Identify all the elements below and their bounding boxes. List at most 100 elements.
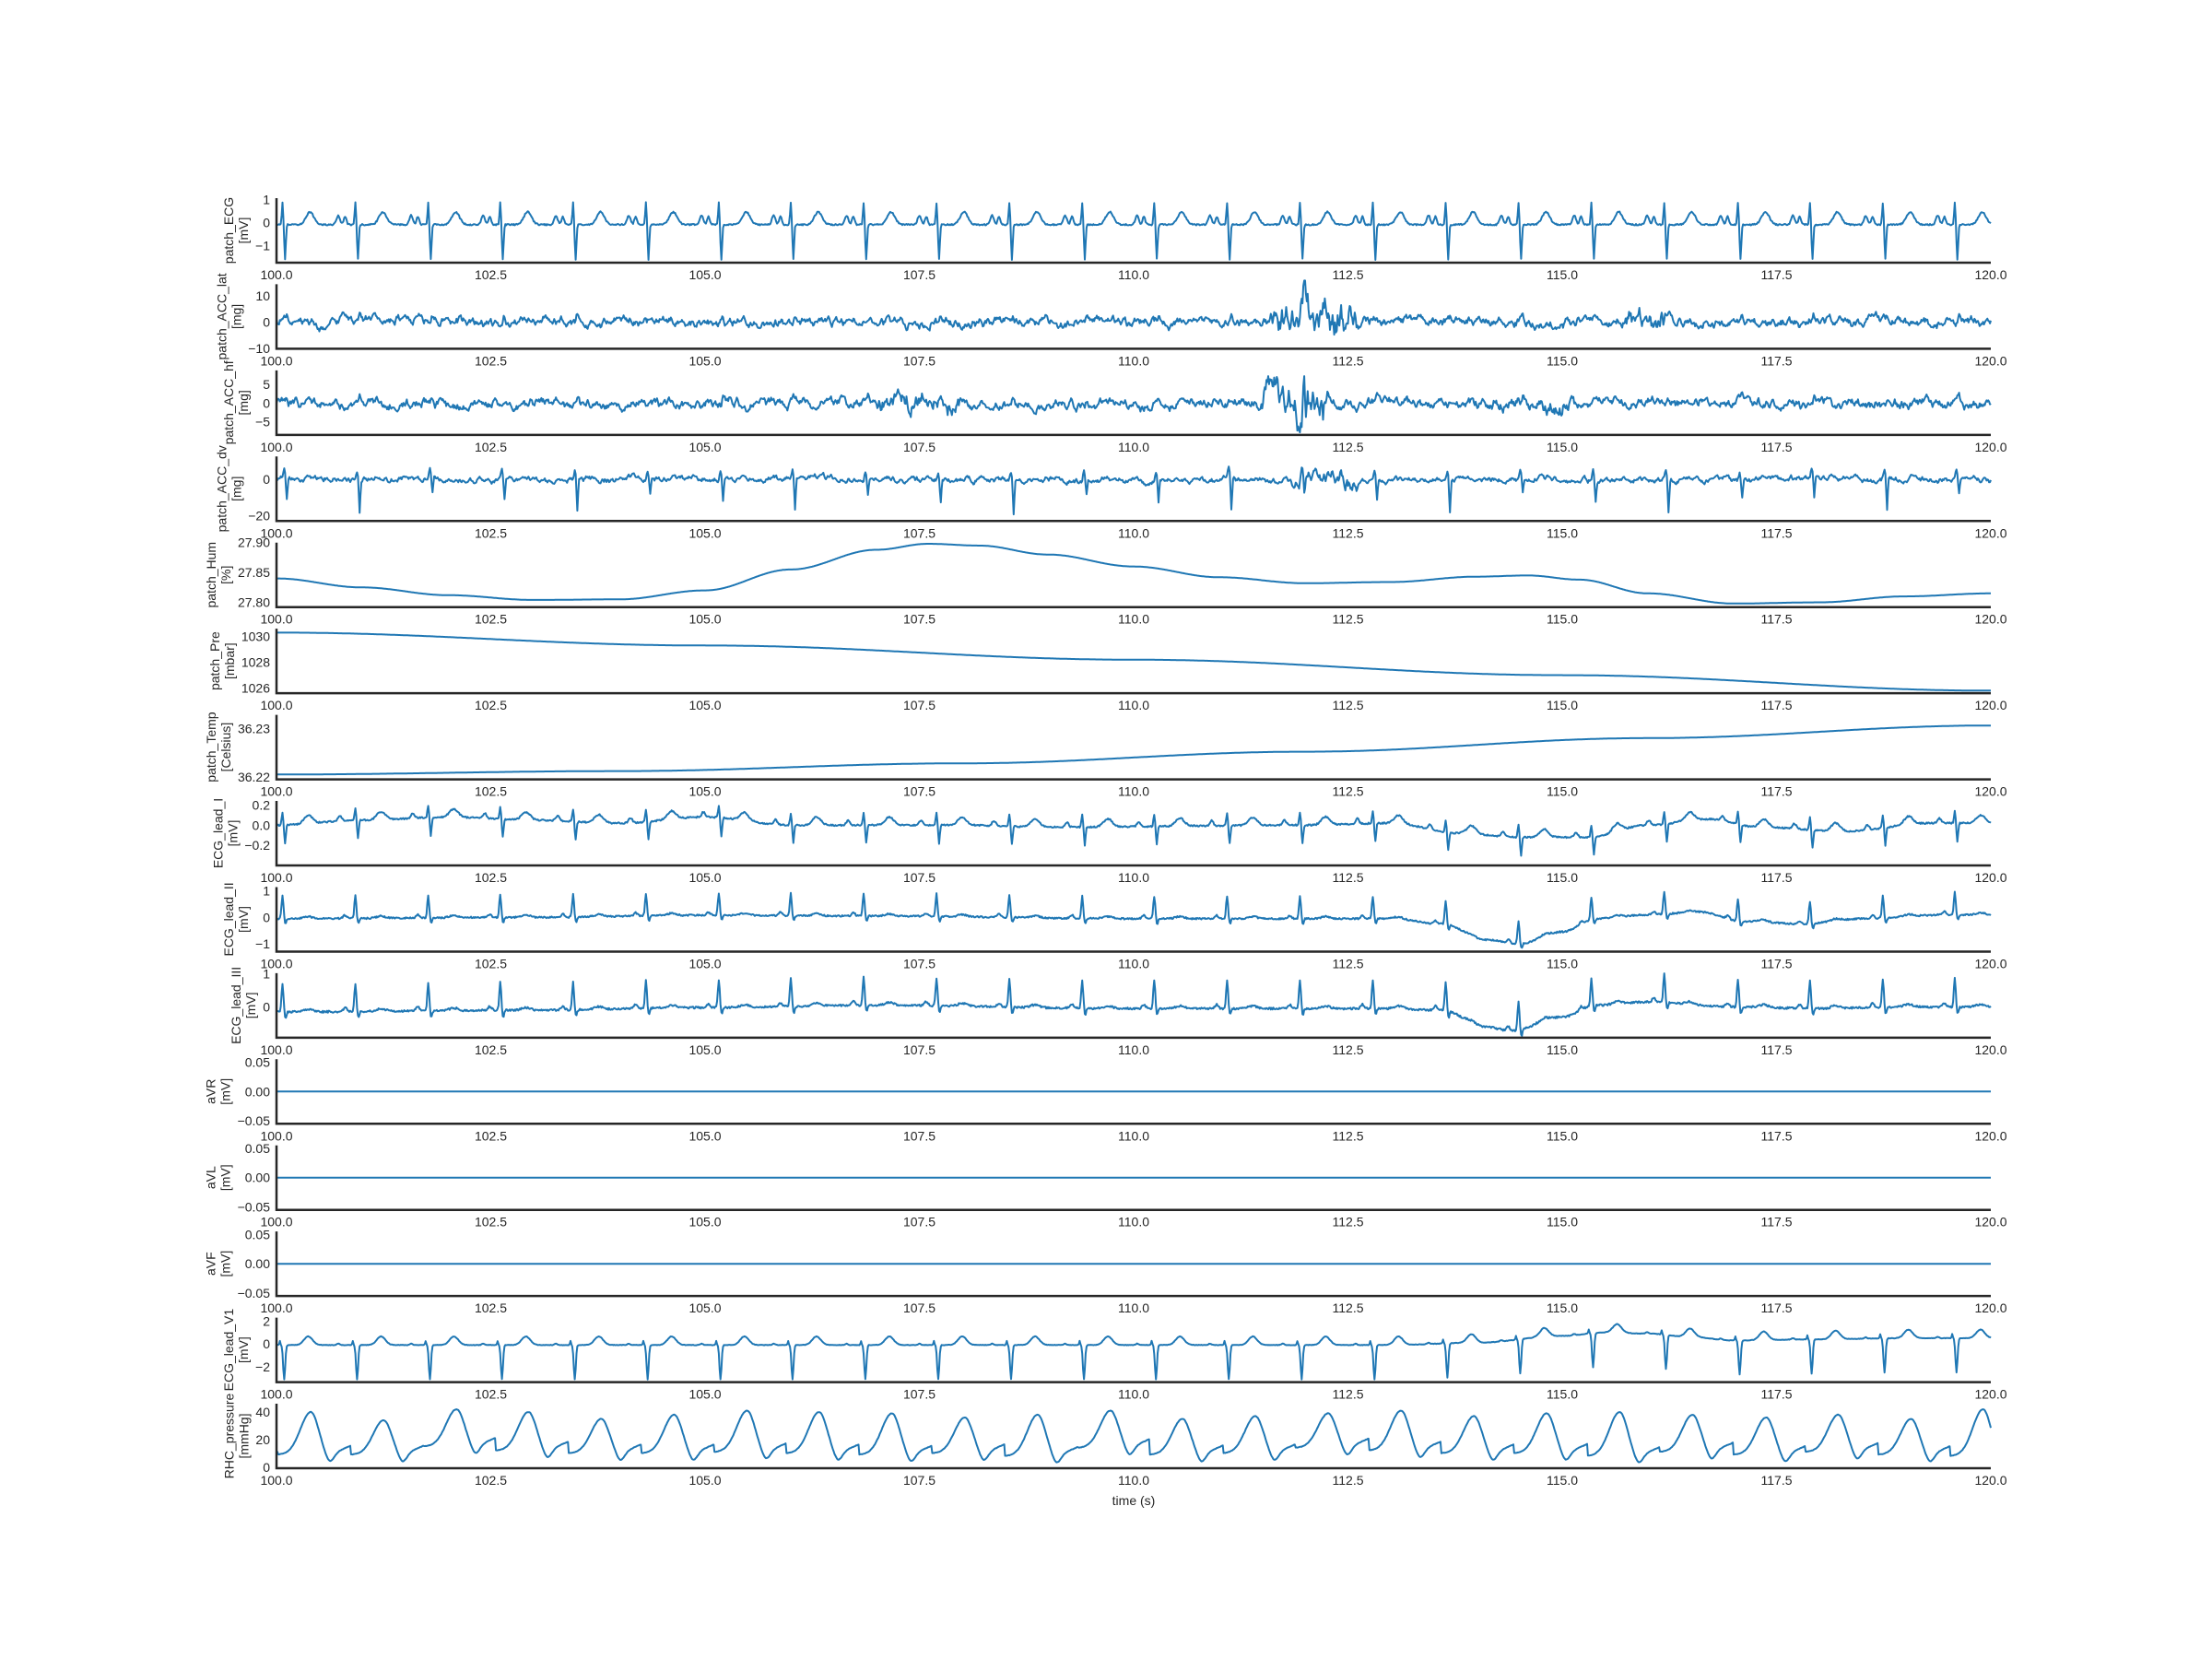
y-axis-label: patch_Temp[Celsius] <box>204 712 233 782</box>
y-tick-label: 1 <box>263 967 270 982</box>
x-tick-label: 112.5 <box>1333 440 1364 454</box>
x-tick-label: 112.5 <box>1333 870 1364 885</box>
axis-spines <box>275 1231 1991 1298</box>
x-tick-label: 105.0 <box>688 1473 721 1488</box>
y-axis-label-name: ECG_lead_II <box>221 882 236 956</box>
x-tick-label: 100.0 <box>260 440 292 454</box>
y-axis-label-unit: [mV] <box>236 1336 251 1363</box>
panel-ECG_lead_II: 1 0 −1 100.0 102.5 105.0 107.5 110.0 112.5 115.0 1… <box>221 882 2007 971</box>
x-tick-label: 110.0 <box>1118 440 1149 454</box>
y-tick-label: 0 <box>263 472 270 487</box>
y-axis-label: ECG_lead_III[mV] <box>229 967 258 1044</box>
x-tick-label: 102.5 <box>475 1128 507 1143</box>
x-tick-label: 100.0 <box>260 1042 292 1057</box>
axis-spines <box>275 1145 1991 1211</box>
x-tick-label: 112.5 <box>1333 1215 1364 1230</box>
y-axis-label-name: patch_Temp <box>204 712 218 782</box>
series-line-patch_Temp <box>276 724 1992 776</box>
x-tick-label: 115.0 <box>1547 267 1578 282</box>
series-line-patch_ECG <box>276 201 1992 261</box>
x-tick-label: 112.5 <box>1333 1473 1364 1488</box>
series-line-ECG_lead_II <box>276 890 1992 949</box>
x-tick-label: 100.0 <box>260 698 292 712</box>
y-axis-label-name: ECG_lead_I <box>210 798 225 868</box>
x-tick-label: 117.5 <box>1761 1042 1793 1057</box>
x-tick-label: 112.5 <box>1333 698 1364 712</box>
x-tick-label: 110.0 <box>1118 1387 1149 1402</box>
x-tick-label: 115.0 <box>1547 1042 1578 1057</box>
x-tick-label: 110.0 <box>1118 1300 1149 1315</box>
x-tick-label: 115.0 <box>1547 1387 1578 1402</box>
x-tick-label: 105.0 <box>688 440 721 454</box>
series-line-patch_ACC_lat <box>276 279 1992 336</box>
y-tick-label: 0.0 <box>253 818 271 832</box>
y-axis-label-name: patch_Hum <box>204 542 218 608</box>
x-tick-label: 102.5 <box>475 525 507 540</box>
x-tick-label: 120.0 <box>1974 1215 2006 1230</box>
x-tick-label: 120.0 <box>1974 440 2006 454</box>
y-tick-label: −20 <box>248 509 270 524</box>
panel-patch_Pre: 1030 1028 1026 100.0 102.5 105.0 107.5 110.0 112… <box>207 629 2007 712</box>
x-tick-label: 100.0 <box>260 267 292 282</box>
y-tick-label: 36.23 <box>238 721 270 735</box>
y-tick-label: 0 <box>263 999 270 1014</box>
x-tick-label: 112.5 <box>1333 1300 1364 1315</box>
x-tick-label: 110.0 <box>1118 1042 1149 1057</box>
y-axis-label-unit: [mV] <box>218 1251 233 1277</box>
x-tick-label: 117.5 <box>1761 1215 1793 1230</box>
x-tick-label: 110.0 <box>1118 267 1149 282</box>
x-tick-label: 107.5 <box>903 440 935 454</box>
axis-spines <box>275 887 1991 953</box>
y-tick-label: 0 <box>263 395 270 410</box>
y-axis-label: patch_ACC_lat[mg] <box>214 273 243 359</box>
x-tick-label: 115.0 <box>1547 956 1578 971</box>
y-axis-label: ECG_lead_II[mV] <box>221 882 251 956</box>
series-line-patch_Hum <box>276 543 1992 605</box>
x-tick-label: 120.0 <box>1974 1128 2006 1143</box>
x-tick-label: 110.0 <box>1118 698 1149 712</box>
x-tick-label: 120.0 <box>1974 525 2006 540</box>
y-tick-label: 0 <box>263 1336 270 1351</box>
y-tick-label: −2 <box>255 1359 270 1374</box>
x-tick-label: 110.0 <box>1118 1473 1149 1488</box>
y-tick-label: 5 <box>263 377 270 392</box>
panel-ECG_lead_I: 0.2 0.0 −0.2 100.0 102.5 105.0 107.5 110.0 112.5… <box>210 797 2006 885</box>
y-axis-label-name: aVL <box>204 1166 218 1189</box>
y-axis-label: patch_Pre[mbar] <box>207 631 237 690</box>
x-tick-label: 120.0 <box>1974 870 2006 885</box>
x-tick-label: 115.0 <box>1547 698 1578 712</box>
x-tick-label: 100.0 <box>260 525 292 540</box>
axis-spines <box>275 456 1991 523</box>
y-tick-label: 2 <box>263 1313 270 1328</box>
x-tick-label: 107.5 <box>903 698 935 712</box>
y-tick-label: 1028 <box>241 655 270 670</box>
x-tick-label: 115.0 <box>1547 784 1578 799</box>
y-axis-label-name: patch_ECG <box>221 197 236 264</box>
x-tick-label: 115.0 <box>1547 353 1578 368</box>
x-tick-label: 107.5 <box>903 353 935 368</box>
x-tick-label: 120.0 <box>1974 612 2006 627</box>
x-tick-label: 112.5 <box>1333 612 1364 627</box>
x-tick-label: 120.0 <box>1974 353 2006 368</box>
y-tick-label: 0 <box>263 910 270 924</box>
x-tick-label: 105.0 <box>688 698 721 712</box>
x-tick-label: 115.0 <box>1547 870 1578 885</box>
x-tick-label: 102.5 <box>475 1042 507 1057</box>
y-axis-label-unit: [mV] <box>236 218 251 244</box>
y-axis-label: ECG_lead_V1[mV] <box>221 1309 251 1392</box>
x-tick-label: 120.0 <box>1974 784 2006 799</box>
x-tick-label: 112.5 <box>1333 525 1364 540</box>
x-tick-label: 105.0 <box>688 1300 721 1315</box>
y-axis-label: aVF[mV] <box>204 1251 233 1277</box>
y-axis-label: RHC_pressure[mmHg] <box>221 1394 251 1479</box>
x-tick-label: 110.0 <box>1118 956 1149 971</box>
x-tick-label: 102.5 <box>475 267 507 282</box>
axis-spines <box>275 542 1991 608</box>
x-tick-label: 112.5 <box>1333 267 1364 282</box>
x-tick-label: 120.0 <box>1974 698 2006 712</box>
x-tick-label: 107.5 <box>903 612 935 627</box>
